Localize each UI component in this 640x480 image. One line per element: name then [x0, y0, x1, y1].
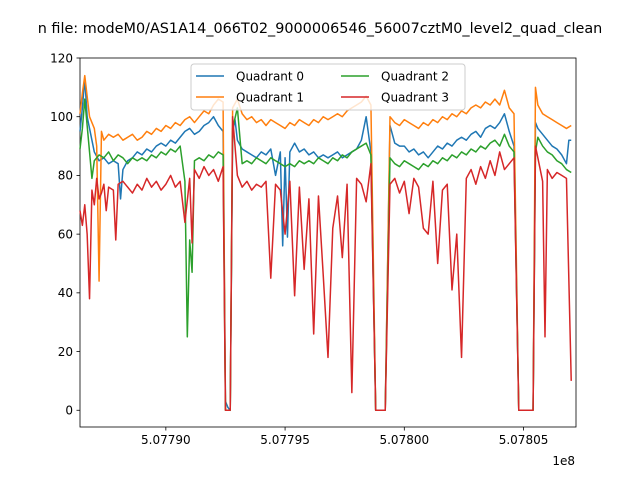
y-axis: 0 20 40 60 80 100 120 [50, 51, 80, 418]
x-tick-label: 5.07800 [379, 433, 429, 447]
y-tick-label: 100 [50, 110, 73, 124]
legend-entry: Quadrant 3 [381, 90, 449, 104]
legend-entry: Quadrant 1 [236, 90, 304, 104]
legend: Quadrant 0 Quadrant 1 Quadrant 2 Quadrant 3 [190, 63, 466, 111]
plot-area [79, 57, 577, 428]
axes-frame [79, 57, 577, 428]
series-line-quadrant-0 [79, 77, 572, 412]
y-tick-label: 60 [58, 227, 73, 241]
y-tick-label: 120 [50, 51, 73, 65]
x-offset-label: 1e8 [552, 454, 575, 468]
legend-entry: Quadrant 2 [381, 69, 449, 83]
x-tick-label: 5.07790 [141, 433, 191, 447]
legend-box [190, 63, 466, 111]
series-line-quadrant-2 [79, 98, 572, 412]
series-line-quadrant-3 [79, 115, 572, 412]
legend-entry: Quadrant 0 [236, 69, 304, 83]
y-tick-label: 20 [58, 345, 73, 359]
series-layer [79, 74, 572, 412]
series-line-quadrant-1 [79, 74, 572, 412]
y-tick-label: 40 [58, 286, 73, 300]
y-tick-label: 80 [58, 169, 73, 183]
x-axis: 5.07790 5.07795 5.07800 5.07805 [141, 427, 548, 447]
y-tick-label: 0 [65, 404, 73, 418]
x-tick-label: 5.07805 [499, 433, 549, 447]
chart-title: n file: modeM0/AS1A14_066T02_9000006546_… [38, 21, 603, 37]
x-tick-label: 5.07795 [260, 433, 310, 447]
